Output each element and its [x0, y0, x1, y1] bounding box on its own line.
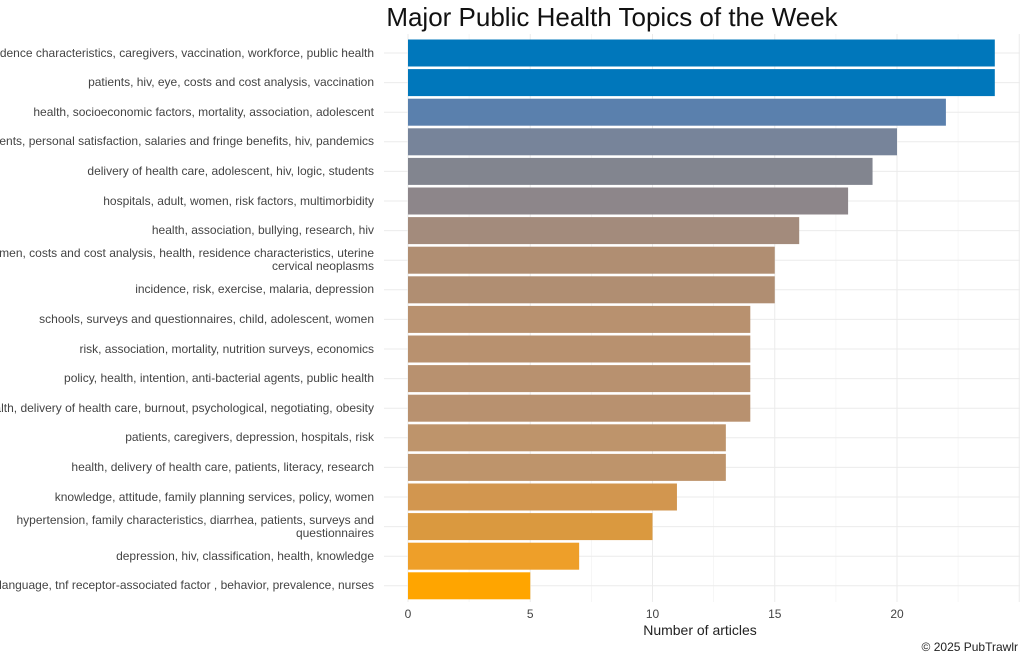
category-label: hypertension, family characteristics, di… — [16, 512, 375, 540]
category-label: delivery of health care, adolescent, hiv… — [87, 163, 374, 178]
bar — [408, 424, 726, 452]
category-label: policy, health, intention, anti-bacteria… — [64, 371, 374, 386]
category-label: schools, surveys and questionnaires, chi… — [39, 311, 374, 326]
category-label: health, delivery of health care, burnout… — [0, 400, 374, 415]
bar — [408, 542, 580, 570]
category-label: hospitals, adult, women, risk factors, m… — [103, 193, 374, 208]
bar — [408, 98, 946, 126]
chart-title: Major Public Health Topics of the Week — [386, 2, 838, 32]
bar — [408, 69, 995, 97]
bar — [408, 187, 849, 215]
bar — [408, 276, 775, 304]
bar — [408, 335, 751, 363]
bar — [408, 572, 531, 600]
category-label: health, socioeconomic factors, mortality… — [33, 104, 374, 119]
x-tick-label: 0 — [404, 607, 412, 621]
category-label: health, delivery of health care, patient… — [71, 459, 374, 474]
bar — [408, 365, 751, 393]
bar — [408, 483, 677, 511]
x-axis-label: Number of articles — [643, 622, 757, 638]
category-label: patients, hiv, eye, costs and cost analy… — [88, 75, 374, 90]
bar — [408, 453, 726, 481]
bar — [408, 246, 775, 274]
category-label: patients, caregivers, depression, hospit… — [125, 430, 374, 445]
category-label: health, association, bullying, research,… — [151, 223, 374, 238]
x-tick-label: 10 — [645, 607, 660, 621]
x-tick-label: 20 — [890, 607, 904, 621]
bar — [408, 217, 800, 245]
bar — [408, 157, 873, 185]
bar — [408, 39, 995, 67]
bar — [408, 128, 897, 156]
category-label: knowledge, attitude, family planning ser… — [54, 489, 374, 504]
category-label: patients, personal satisfaction, salarie… — [0, 134, 374, 149]
category-label: language, tnf receptor-associated factor… — [0, 578, 374, 593]
category-label: incidence, risk, exercise, malaria, depr… — [135, 282, 374, 297]
x-tick-label: 5 — [526, 607, 534, 621]
bar — [408, 394, 751, 422]
category-label: residence characteristics, caregivers, v… — [0, 45, 374, 60]
x-tick-label: 15 — [768, 607, 782, 621]
copyright-notice: © 2025 PubTrawlr — [921, 640, 1018, 654]
bar — [408, 305, 751, 333]
category-label: depression, hiv, classification, health,… — [116, 548, 374, 563]
bar — [408, 513, 653, 541]
category-label: women, costs and cost analysis, health, … — [0, 246, 374, 274]
category-label: risk, association, mortality, nutrition … — [79, 341, 374, 356]
